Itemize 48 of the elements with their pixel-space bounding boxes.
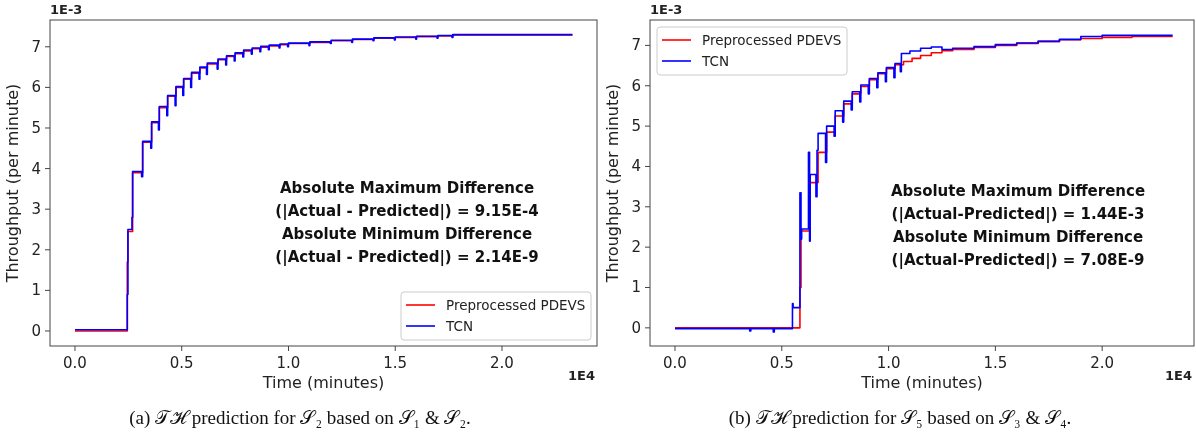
y-tick-label: 6 bbox=[31, 78, 41, 97]
x-tick-label: 2.0 bbox=[490, 354, 514, 372]
text: 1E-3 bbox=[50, 2, 83, 17]
y-tick-label: 4 bbox=[631, 157, 641, 176]
y-tick-label: 6 bbox=[631, 76, 641, 95]
legend-label: Preprocessed PDEVS bbox=[446, 297, 586, 313]
x-tick-label: 2.0 bbox=[1090, 354, 1115, 372]
annotation: (|Actual-Predicted|) = 1.44E-3 bbox=[891, 205, 1145, 224]
annotation: Absolute Maximum Difference bbox=[279, 179, 535, 197]
y-axis-title: Throughput (per minute) bbox=[603, 83, 622, 284]
y-tick-label: 1 bbox=[631, 278, 641, 297]
y-tick-label: 2 bbox=[631, 238, 641, 257]
text: (b) 𝒯ℋ prediction for 𝒮₅ based on 𝒮₃ & 𝒮₄. bbox=[728, 407, 1072, 429]
y-tick-label: 4 bbox=[31, 159, 41, 178]
legend-label: Preprocessed PDEVS bbox=[702, 32, 842, 48]
text: 1E4 bbox=[568, 368, 595, 383]
legend-label: TCN bbox=[445, 318, 473, 334]
y-tick-label: 3 bbox=[31, 200, 41, 219]
y-tick-label: 2 bbox=[31, 240, 41, 259]
x-tick-label: 0.0 bbox=[663, 354, 687, 372]
y-axis-title: Throughput (per minute) bbox=[3, 83, 22, 284]
text: (a) 𝒯ℋ prediction for 𝒮₂ based on 𝒮₁ & 𝒮₂. bbox=[129, 407, 471, 429]
x-axis-title: Time (minutes) bbox=[261, 373, 385, 392]
y-tick-label: 0 bbox=[31, 321, 41, 340]
x-axis-title: Time (minutes) bbox=[860, 373, 983, 392]
annotation: Absolute Minimum Difference bbox=[281, 225, 533, 243]
x-tick-label: 0.5 bbox=[769, 354, 794, 372]
text: 1E4 bbox=[1165, 368, 1192, 383]
annotation: (|Actual-Predicted|) = 7.08E-9 bbox=[891, 251, 1145, 270]
x-tick-label: 1.5 bbox=[383, 354, 408, 372]
y-tick-label: 5 bbox=[631, 117, 641, 136]
x-tick-label: 0.5 bbox=[169, 354, 194, 372]
annotation: (|Actual - Predicted|) = 9.15E-4 bbox=[275, 202, 539, 221]
x-tick-label: 1.5 bbox=[983, 354, 1008, 372]
y-tick-label: 0 bbox=[631, 318, 641, 337]
annotation: (|Actual - Predicted|) = 2.14E-9 bbox=[275, 248, 539, 267]
y-tick-label: 7 bbox=[631, 36, 641, 55]
annotation: Absolute Maximum Difference bbox=[890, 182, 1146, 200]
text: 1E-3 bbox=[650, 2, 683, 17]
annotation: Absolute Minimum Difference bbox=[892, 228, 1144, 246]
y-tick-label: 3 bbox=[631, 197, 641, 216]
x-tick-label: 1.0 bbox=[276, 354, 301, 372]
x-tick-label: 0.0 bbox=[63, 354, 87, 372]
legend-label: TCN bbox=[701, 53, 729, 69]
y-tick-label: 1 bbox=[31, 281, 41, 300]
y-tick-label: 7 bbox=[31, 37, 41, 56]
x-tick-label: 1.0 bbox=[876, 354, 901, 372]
y-tick-label: 5 bbox=[31, 118, 41, 137]
